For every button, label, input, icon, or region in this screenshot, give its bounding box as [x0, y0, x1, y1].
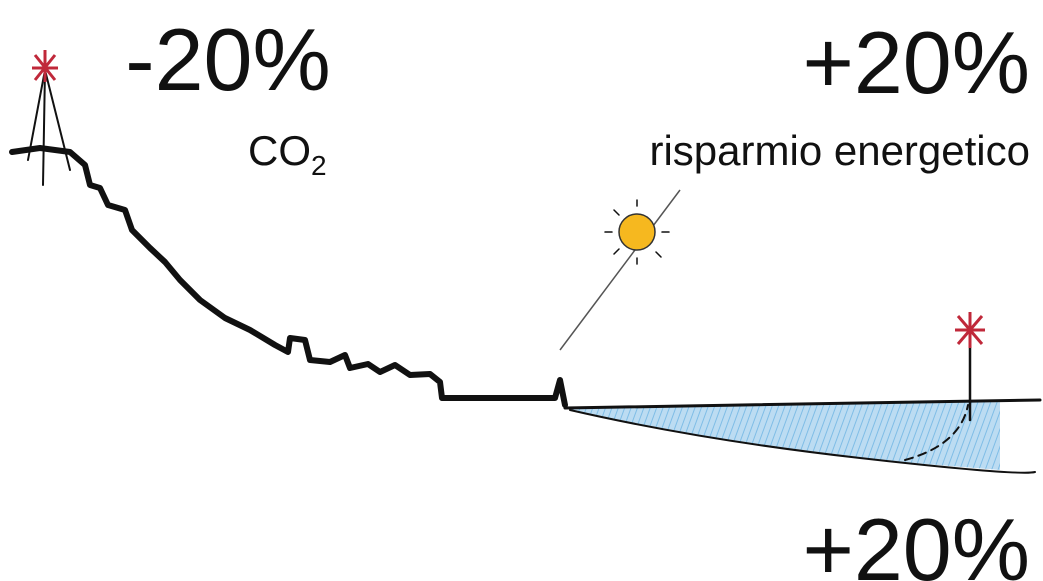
- page: -20% CO2 +20% risparmio energetico +20% …: [0, 0, 1043, 581]
- energy-value: +20%: [802, 13, 1030, 112]
- illustration: -20% CO2 +20% risparmio energetico +20%: [0, 0, 1043, 581]
- co2-caption: CO2: [248, 127, 327, 181]
- terrain: [12, 148, 565, 405]
- renewables-value: +20%: [802, 500, 1030, 581]
- water: [565, 402, 1000, 470]
- sun: [619, 214, 655, 250]
- turbine-blades: [955, 312, 985, 348]
- co2-value: -20%: [125, 10, 330, 109]
- turbine-tower: [28, 70, 70, 185]
- turbine-blades: [32, 50, 58, 82]
- sun-ray: [560, 190, 680, 350]
- co2-subscript: 2: [311, 150, 327, 181]
- co2-text: CO: [248, 127, 311, 174]
- energy-caption: risparmio energetico: [649, 127, 1030, 174]
